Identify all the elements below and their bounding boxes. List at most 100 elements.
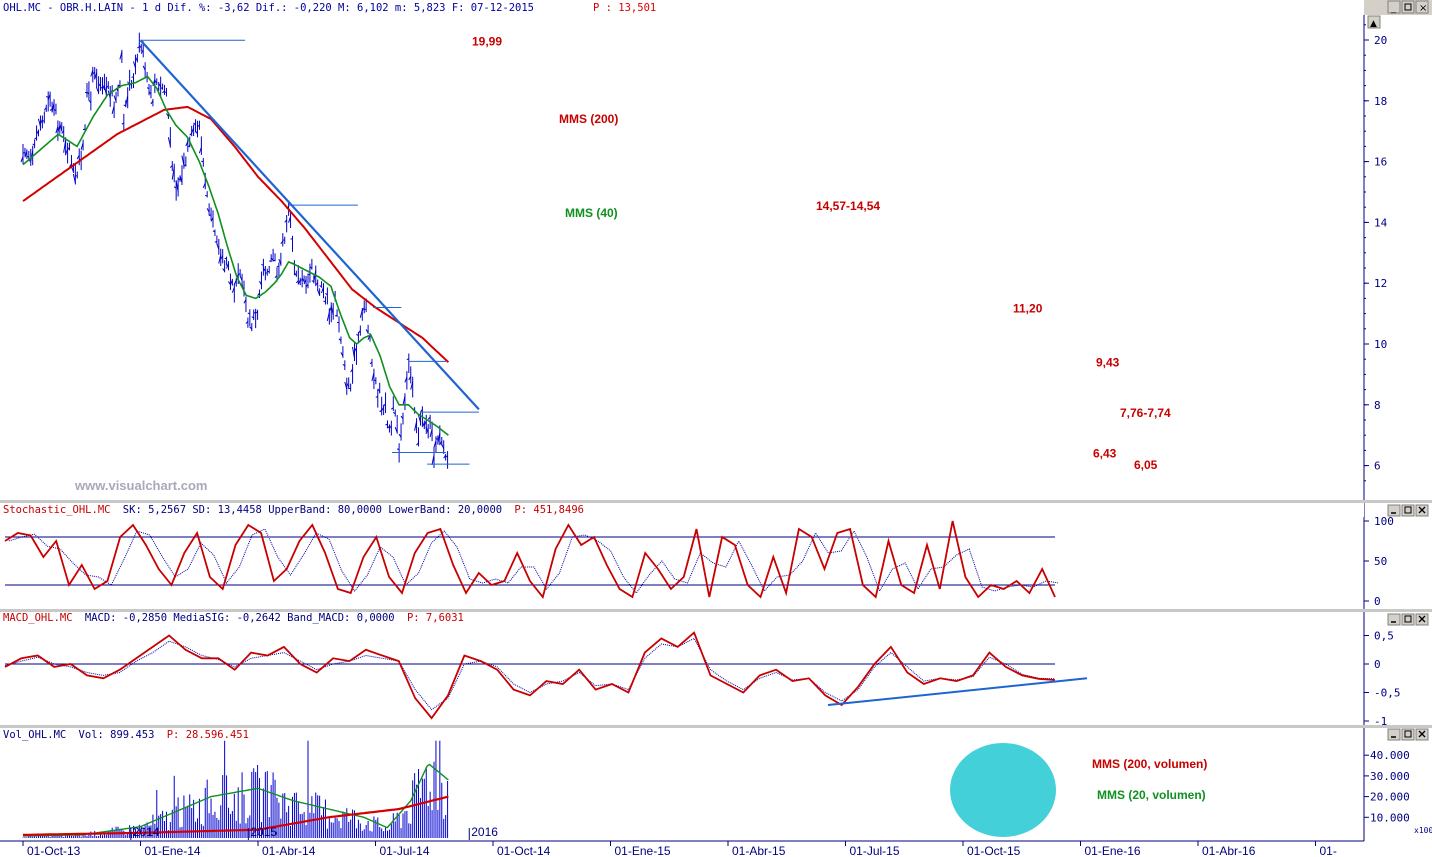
vol-close-button[interactable] [1415, 728, 1429, 741]
price-bar-open [49, 108, 53, 111]
price-bar-open [299, 279, 303, 282]
price-bar-open [96, 87, 100, 94]
price-bar-open [218, 254, 222, 264]
mma200-line [22, 105, 450, 363]
price-bar-open [377, 388, 381, 392]
price-bar-open [309, 266, 313, 269]
price-bar-open [278, 258, 282, 265]
macd-min-button[interactable] [1387, 613, 1401, 626]
price-bar-open [26, 155, 30, 158]
stoch-sk-line [4, 520, 1056, 599]
price-bar-open [197, 124, 200, 127]
price-bar-open [138, 45, 142, 48]
price-bar-open [321, 286, 324, 294]
separator-macd-vol [0, 725, 1432, 728]
vol-mma200-line [23, 795, 449, 837]
price-bar-open [169, 165, 173, 168]
mma200-label: MMS (200) [559, 112, 618, 126]
close-icon: × [1419, 3, 1427, 14]
title-minimize-button[interactable]: _ [1387, 0, 1401, 14]
price-bar-open [259, 280, 262, 286]
title-close-button[interactable]: × [1415, 0, 1429, 14]
price-bar-open [37, 118, 41, 127]
stoch-min-button[interactable] [1387, 504, 1401, 517]
price-bar-open [208, 214, 212, 217]
price-bar-open [375, 396, 378, 398]
price-bar-open [313, 270, 317, 283]
price-bar-open [175, 180, 179, 192]
price-panel-controls: ▲ [1367, 15, 1381, 29]
close-icon [1418, 506, 1426, 514]
title-maximize-button[interactable] [1401, 0, 1415, 14]
maximize-icon [1404, 506, 1412, 514]
price-bar-open [371, 372, 375, 382]
price-bar-open [427, 416, 431, 420]
price-bar-open [142, 65, 146, 71]
vol-y-label: 40.000 [1370, 749, 1410, 762]
price-bar-open [394, 426, 398, 433]
stoch-max-button[interactable] [1401, 504, 1415, 517]
price-bar-open [437, 433, 441, 444]
price-bar-open [131, 76, 134, 78]
vol-max-button[interactable] [1401, 728, 1415, 741]
macd-max-button[interactable] [1401, 613, 1415, 626]
price-bar-open [119, 51, 123, 60]
level-label: 9,43 [1096, 355, 1120, 369]
price-bar-open [173, 186, 177, 189]
x-label: 01-Oct-15 [967, 844, 1021, 857]
x-label: 01-Ene-15 [615, 844, 671, 857]
price-bar-open [98, 83, 101, 87]
volume-panel: 40.000 30.000 20.000 10.000 2014 2015 2016 [22, 740, 1410, 840]
price-bar-open [439, 441, 443, 445]
vol-values: Vol: 899.453 [79, 729, 155, 741]
price-bar-open [67, 147, 70, 151]
price-bar-open [59, 123, 63, 131]
price-bar-open [396, 448, 400, 451]
price-bar-open [317, 289, 321, 296]
price-bar-open [315, 282, 319, 286]
price-bar-open [181, 155, 185, 166]
price-bar-open [125, 95, 129, 107]
stoch-close-button[interactable] [1415, 504, 1429, 517]
price-bar-open [325, 292, 328, 296]
price-bar-open [43, 107, 47, 111]
price-bar-open [305, 284, 309, 288]
price-bar-open [214, 241, 218, 243]
price-bar-open [307, 273, 311, 276]
vol-y-label: 20.000 [1370, 791, 1410, 804]
price-bar-open [402, 396, 406, 406]
price-bar-open [100, 86, 103, 89]
price-bar-open [233, 279, 237, 285]
vol-p-label: P: 28.596.451 [167, 729, 249, 741]
macd-title: MACD_OHL.MC [3, 612, 73, 624]
vol-max-button-bg [1401, 728, 1415, 741]
title-window-controls: _ × [1387, 0, 1429, 14]
price-bar-open [431, 454, 435, 466]
stoch-min-button-bg [1387, 504, 1401, 517]
price-bar-open [183, 164, 187, 167]
header-text: OHL.MC - OBR.H.LAIN - 1 d Dif. %: -3,62 … [3, 2, 534, 14]
macd-y-label: 0 [1374, 658, 1381, 671]
price-bar-open [421, 422, 425, 427]
price-bar-open [237, 273, 241, 276]
price-bar-open [146, 87, 150, 89]
price-bar-open [65, 149, 69, 155]
price-bar-open [20, 156, 24, 163]
x-label: 01-Ene-14 [145, 844, 201, 857]
price-bar-open [398, 433, 402, 438]
price-bar-open [359, 309, 363, 318]
maximize-icon [1404, 730, 1412, 738]
price-bar-open [36, 130, 39, 135]
x-axis: 01-Oct-13 01-Ene-14 01-Abr-14 01-Jul-14 01-O… [22, 841, 1337, 857]
maximize-icon [1404, 615, 1412, 623]
price-bar-open [216, 243, 220, 250]
price-scroll-up-button[interactable]: ▲ [1367, 15, 1381, 29]
price-bar-open [348, 387, 351, 390]
vol-min-button[interactable] [1387, 728, 1401, 741]
price-bar-open [301, 277, 305, 282]
price-bar-open [245, 321, 249, 324]
macd-close-button[interactable] [1415, 613, 1429, 626]
price-bar-open [94, 72, 98, 80]
price-bar-open [391, 407, 394, 410]
price-y-label: 16 [1374, 156, 1387, 169]
